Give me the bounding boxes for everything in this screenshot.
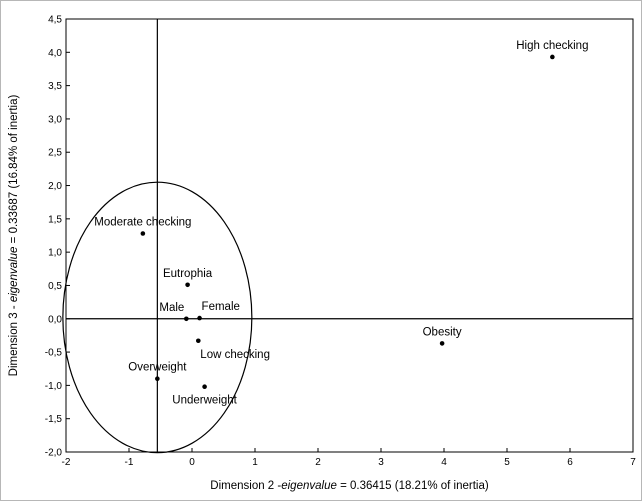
x-tick-label: 6	[567, 457, 573, 468]
point-label: Eutrophia	[163, 268, 213, 280]
x-tick-label: -1	[125, 457, 134, 468]
data-point	[202, 384, 207, 390]
data-point	[185, 282, 190, 288]
point-label: Moderate checking	[94, 217, 191, 229]
x-tick-label: -2	[62, 457, 71, 468]
x-tick-label: 7	[630, 457, 636, 468]
data-point	[439, 341, 445, 346]
tick-layer: -2 -1 0 1 2 3 4 5 6 7 -2,0 -1,5 -1,0 -0,5 0,0 0,5 1,0 1,5…	[45, 15, 636, 469]
x-tick-label: 3	[378, 457, 384, 468]
point-label: Male	[159, 302, 184, 314]
point-label: Underweight	[172, 395, 237, 407]
y-axis-title: Dimension 3 - eigenvalue = 0.33687 (16.8…	[8, 95, 20, 377]
x-tick-label: 2	[315, 457, 321, 468]
point-label: Female	[202, 301, 240, 313]
point-label: Low checking	[200, 349, 270, 361]
y-tick-label: -1,5	[45, 414, 63, 425]
data-point	[196, 338, 201, 344]
x-tick-label: 5	[504, 457, 510, 468]
y-tick-label: 2,0	[48, 181, 62, 192]
data-point	[550, 54, 555, 60]
y-tick-label: 0,0	[48, 314, 62, 325]
points-layer: High checking Moderate checking Eutrophia M…	[94, 40, 588, 407]
y-tick-label: 3,5	[48, 81, 62, 92]
cluster-ellipse-layer	[62, 181, 253, 454]
x-axis-title: Dimension 2 -eigenvalue = 0.36415 (18.21…	[210, 480, 489, 492]
y-tick-label: 3,0	[48, 114, 62, 125]
reference-lines	[66, 19, 633, 452]
point-label: Overweight	[128, 362, 187, 374]
x-tick-label: 0	[189, 457, 195, 468]
data-point	[140, 231, 146, 236]
y-tick-label: -2,0	[45, 448, 63, 459]
y-tick-label: 0,5	[48, 281, 62, 292]
point-label: High checking	[516, 40, 588, 52]
data-point	[197, 315, 202, 321]
data-point	[184, 316, 189, 322]
x-tick-label: 1	[252, 457, 258, 468]
x-tick-label: 4	[441, 457, 447, 468]
y-tick-label: 1,0	[48, 248, 62, 259]
y-tick-label: -0,5	[45, 348, 63, 359]
y-tick-label: 4,5	[48, 15, 62, 26]
y-tick-label: 4,0	[48, 48, 62, 59]
data-point	[155, 376, 160, 382]
y-tick-label: -1,0	[45, 381, 63, 392]
plot-area-border	[65, 18, 634, 453]
y-tick-label: 1,5	[48, 214, 62, 225]
cluster-ellipse	[62, 181, 253, 454]
point-label: Obesity	[423, 326, 462, 338]
y-tick-label: 2,5	[48, 148, 62, 159]
